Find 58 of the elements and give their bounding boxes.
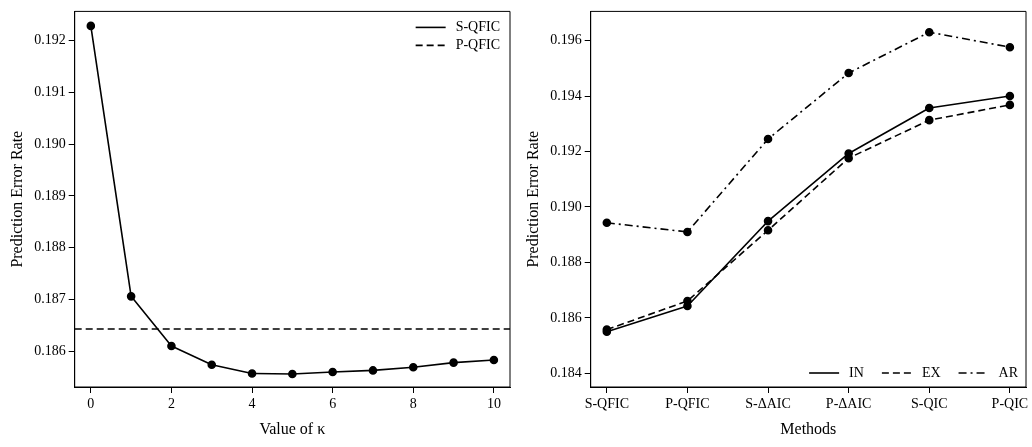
y-tick-label: 0.190 [34, 135, 66, 151]
point [1005, 91, 1015, 101]
y-axis-title: Prediction Error Rate [7, 130, 25, 268]
y-tick-label: 0.194 [550, 87, 582, 103]
point [288, 369, 297, 379]
point [247, 369, 257, 378]
legend-label: IN [849, 364, 864, 380]
y-tick-label: 0.191 [34, 83, 66, 99]
x-tick-label: S-QFIC [584, 396, 629, 412]
x-tick-label: 2 [167, 396, 175, 412]
y-tick-label: 0.184 [550, 365, 582, 381]
y-tick-label: 0.196 [550, 32, 582, 48]
legend-label: AR [998, 364, 1019, 380]
point [207, 360, 217, 370]
point [1005, 42, 1015, 52]
point [86, 21, 96, 31]
y-axis-title: Prediction Error Rate [523, 130, 541, 268]
point [328, 367, 337, 377]
point [602, 218, 612, 228]
x-tick-label: 4 [248, 396, 256, 412]
legend-label: P-QFIC [455, 37, 501, 53]
y-tick-label: 0.187 [34, 291, 66, 307]
y-tick-label: 0.190 [550, 198, 582, 214]
x-tick-label: P-ΔAIC [825, 396, 872, 412]
y-tick-label: 0.186 [550, 309, 582, 325]
y-tick-label: 0.188 [550, 254, 582, 270]
point [763, 225, 773, 235]
x-axis-title: Value of κ [259, 419, 326, 437]
x-tick-label: 8 [409, 396, 417, 412]
point [924, 103, 934, 113]
x-tick-label: S-QIC [910, 396, 948, 412]
point [1005, 100, 1015, 110]
point [126, 292, 136, 301]
legend-label: EX [921, 364, 941, 380]
y-tick-label: 0.186 [34, 342, 66, 358]
point [924, 27, 934, 37]
y-tick-label: 0.188 [34, 239, 66, 255]
point [924, 115, 934, 125]
point [368, 366, 378, 375]
point [844, 68, 853, 78]
point [763, 216, 773, 226]
x-tick-label: S-ΔAIC [745, 396, 791, 412]
point [167, 341, 176, 351]
point [489, 355, 499, 365]
x-tick-label: P-QIC [991, 396, 1029, 412]
legend-label: S-QFIC [455, 19, 501, 35]
x-axis-title: Methods [780, 419, 837, 437]
x-tick-label: P-QFIC [665, 396, 710, 412]
x-tick-label: 6 [329, 396, 337, 412]
point [408, 363, 418, 372]
point [449, 358, 458, 367]
x-tick-label: 10 [486, 396, 501, 412]
point [763, 134, 773, 144]
x-tick-label: 0 [87, 396, 95, 412]
y-tick-label: 0.192 [34, 32, 66, 48]
y-tick-label: 0.189 [34, 187, 66, 203]
y-tick-label: 0.192 [550, 143, 582, 159]
point [683, 227, 692, 237]
